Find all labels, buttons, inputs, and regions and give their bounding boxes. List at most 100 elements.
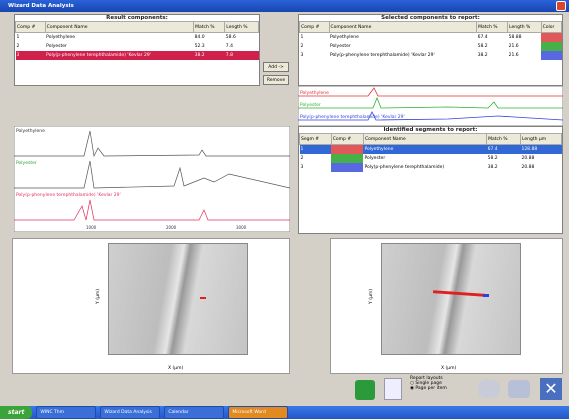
spectrum-label: Poly(p-phenylene terephthalamide) 'Kevla…	[300, 114, 405, 120]
result-table: Comp # Component Name Match % Length % 1 Poly…	[15, 21, 259, 60]
table-row[interactable]: 1 Polyethylene 67.4 58.88	[300, 32, 562, 42]
report-layouts: Report layouts ○ Single page ◉ Page per …	[410, 376, 468, 404]
segments-panel: Identified segments to report: Segm # Com…	[298, 126, 563, 234]
cell: 38.2	[194, 53, 205, 58]
table-row[interactable]: 1 Polyethylene 67.4 128.88	[299, 144, 562, 154]
cell: 3	[300, 53, 304, 58]
cell: 2	[16, 44, 20, 49]
cell: 1	[300, 35, 304, 40]
option-label: Page per item	[415, 386, 447, 391]
add-button[interactable]: Add ->	[263, 62, 289, 72]
color-cell	[331, 144, 364, 154]
y-axis-label: Y (µm)	[368, 289, 374, 304]
cell: 84.0	[194, 35, 205, 40]
report-heading: Report layouts	[410, 376, 443, 381]
table-row[interactable]: 2 Polyester 58.2 20.88	[300, 154, 562, 163]
spectrum-line	[298, 87, 563, 97]
cell: Polyester	[364, 156, 386, 161]
cell: 1	[300, 147, 304, 152]
cell: 20.88	[521, 156, 535, 161]
cell: 58.6	[225, 35, 236, 40]
cell: 58.2	[487, 156, 498, 161]
close-icon[interactable]: ✕	[540, 378, 562, 400]
taskbar-item[interactable]: WINC Thm	[36, 406, 97, 419]
column-header: Comp #	[15, 21, 46, 33]
cell: Polyester	[46, 44, 67, 49]
column-header: Length %	[507, 21, 542, 33]
cell: 21.6	[508, 44, 519, 49]
print-icon[interactable]	[508, 380, 530, 398]
column-header: Component Name	[362, 133, 488, 145]
report-icon[interactable]	[384, 378, 402, 400]
cell: 38.2	[477, 53, 488, 58]
result-spectra: Polyethylene Polyester Poly(p-phenylene …	[14, 126, 290, 232]
cell: 7.4	[225, 44, 233, 49]
table-row[interactable]: 2 Polyester 58.2 21.6	[300, 42, 562, 51]
cell: 2	[300, 156, 304, 161]
column-header: Length %	[224, 21, 259, 33]
column-header: Match %	[476, 21, 509, 33]
spectrum-label: Poly(p-phenylene terephthalamide) 'Kevla…	[16, 192, 121, 198]
column-header: Match %	[486, 133, 521, 145]
start-button[interactable]: start	[0, 406, 33, 419]
cell: Poly(p-phenylene terephthalamide) 'Kevla…	[330, 53, 435, 58]
column-header: Comp #	[299, 21, 330, 33]
table-row[interactable]: 3 Poly(p-phenylene terephthalamide) 38.2 20…	[300, 163, 562, 172]
spectrum-label: Polyester	[16, 160, 37, 166]
spectrum-label: Polyethylene	[300, 90, 329, 96]
color-cell	[331, 154, 364, 163]
table-row[interactable]: 2 Polyester 52.3 7.4	[16, 42, 259, 51]
cell: 7.8	[225, 53, 233, 58]
cell: 128.88	[521, 147, 538, 152]
result-heading: Result components:	[106, 15, 168, 21]
column-header: Color	[540, 21, 563, 33]
x-tick-label: 3000	[236, 225, 247, 230]
column-header: Match %	[193, 21, 226, 33]
spectrum-line	[298, 96, 563, 109]
header-row: Segm # Comp # Component Name Match % Length …	[299, 133, 563, 145]
table-row[interactable]: 3 Poly(p-phenylene terephthalamide) 'Kevl…	[15, 51, 259, 60]
segment-marker	[483, 294, 489, 297]
table-row[interactable]: 3 Poly(p-phenylene terephthalamide) 'Kevl…	[300, 51, 562, 60]
micrograph	[108, 243, 248, 355]
selected-table: Comp # Component Name Match % Length % Color…	[299, 21, 563, 60]
selected-heading: Selected components to report:	[381, 15, 480, 21]
close-button[interactable]	[556, 1, 566, 11]
remove-button[interactable]: Remove	[263, 75, 289, 85]
table-row[interactable]: 1 Polyethylene 84.0 58.6	[16, 33, 259, 43]
cell: 21.6	[508, 53, 519, 58]
color-cell	[541, 42, 562, 51]
cell: Polyester	[330, 44, 351, 49]
taskbar-item[interactable]: Calendar	[164, 406, 225, 419]
taskbar: start WINC Thm Wizard Data Analysis Calend…	[0, 406, 569, 419]
cell: 67.4	[487, 147, 498, 152]
column-header: Comp #	[330, 133, 364, 145]
cell: Poly(p-phenylene terephthalamide)	[364, 165, 445, 170]
header-row: Comp # Component Name Match % Length % Color	[299, 21, 563, 33]
cell: Polyethylene	[364, 147, 394, 152]
radio-option[interactable]: ○ Single page	[410, 381, 442, 386]
micrograph	[381, 243, 521, 355]
taskbar-item[interactable]: Wizard Data Analysis	[100, 406, 161, 419]
spectrum-line	[298, 111, 563, 121]
color-cell	[541, 51, 562, 60]
title-bar: Wizard Data Analysis	[0, 0, 569, 12]
spectrum-line	[14, 130, 290, 158]
refresh-button[interactable]	[355, 380, 375, 400]
x-axis-label: X (µm)	[168, 366, 184, 371]
image-left-panel: Y (µm) X (µm)	[12, 238, 290, 374]
radio-option[interactable]: ◉ Page per item	[410, 386, 447, 391]
cell: Polyethylene	[46, 35, 76, 40]
segments-heading: Identified segments to report:	[383, 127, 478, 133]
selected-spectra: Polyethylene Polyester Poly(p-phenylene …	[298, 86, 563, 126]
cell: 2	[300, 44, 304, 49]
column-header: Segm #	[299, 133, 332, 145]
color-cell	[331, 163, 364, 172]
spectrum-label: Polyester	[300, 102, 321, 108]
cell: 1	[16, 35, 20, 40]
segment-marker	[200, 297, 206, 299]
taskbar-item[interactable]: Microsoft Word	[228, 406, 289, 419]
tool-icon[interactable]	[478, 380, 500, 398]
image-right-panel: Y (µm) X (µm)	[330, 238, 563, 374]
cell: 3	[300, 165, 304, 170]
